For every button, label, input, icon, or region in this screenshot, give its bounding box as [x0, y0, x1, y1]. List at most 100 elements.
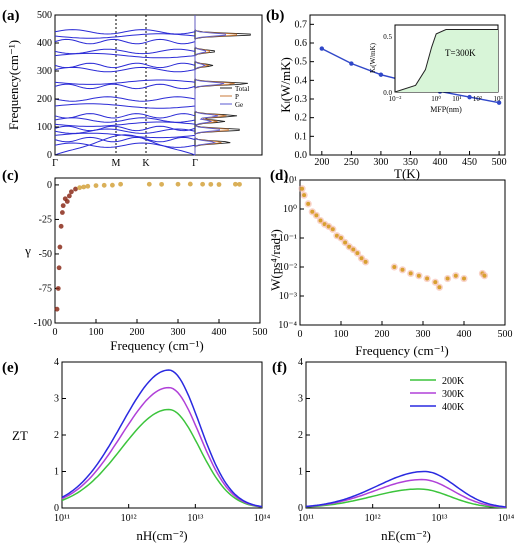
gamma-point: [54, 306, 60, 312]
panel-b-ytick-label: 0.0: [295, 150, 308, 161]
kappa-point: [319, 46, 325, 51]
inset-xlabel: MFP(nm): [430, 105, 462, 114]
panel-f-frame: [305, 361, 507, 509]
gamma-point: [159, 181, 165, 187]
panel-c-label: (c): [2, 168, 19, 184]
gamma-point: [93, 183, 99, 188]
phonon-band: [54, 132, 196, 139]
gamma-point: [56, 265, 62, 271]
panel-b: (b) Kₗ(W/mK) 0.0 0.1 0.2 0.3 0.4 0.5 0.6 0.7 200…: [266, 8, 507, 181]
panel-a-legend: Total P Ge: [220, 85, 249, 109]
panel-b-xtick-label: 250: [344, 157, 359, 168]
w-point: [306, 201, 311, 206]
panel-d-xtick-label: 100: [334, 329, 349, 340]
panel-e-curve-400K: [61, 369, 263, 508]
w-point: [416, 273, 421, 278]
panel-f-ytick-label: 3: [298, 394, 303, 405]
legend-p-label: P: [235, 93, 239, 101]
w-point: [343, 240, 348, 245]
w-point: [339, 236, 343, 240]
panel-c-xtick-label: 400: [212, 327, 227, 338]
panel-d-ytick-label: 10⁰: [283, 204, 297, 215]
panel-e-ytick-label: 3: [54, 394, 59, 405]
panel-c-xtick-label: 500: [253, 327, 268, 338]
panel-a-label: (a): [2, 8, 20, 24]
gamma-point: [57, 244, 63, 250]
panel-d-ytick-label: 10⁻³: [279, 291, 297, 302]
w-point: [437, 285, 442, 290]
panel-f-xtick-label: 10¹³: [431, 513, 447, 524]
w-point: [400, 267, 405, 272]
panel-a-ytick-label: 200: [37, 94, 52, 105]
phonon-band: [54, 29, 196, 35]
phonon-band: [54, 128, 196, 134]
w-point: [392, 265, 397, 269]
panel-d-xlabel: Frequency (cm⁻¹): [355, 343, 448, 358]
gamma-point: [59, 210, 65, 215]
panel-a: (a) Frequency(cm⁻¹) 0 100 200 300 400 500 Γ M…: [2, 8, 263, 169]
panel-f-ticks: 0 1 2 3 4 10¹¹ 10¹² 10¹³ 10¹⁴: [298, 357, 515, 524]
inset-ytick-label: 0.0: [383, 89, 392, 97]
phonon-band: [54, 125, 196, 132]
panel-a-xtick-g1: Γ: [52, 158, 58, 169]
panel-f-xtick-label: 10¹²: [365, 513, 381, 524]
panel-b-ytick-label: 0.4: [295, 75, 308, 86]
panel-c-ytick-label: -25: [39, 214, 52, 225]
gamma-point: [60, 203, 66, 209]
panel-e-curve-300K: [61, 386, 263, 508]
panel-e-ytick-label: 2: [54, 430, 59, 441]
panel-c-series: [54, 181, 242, 312]
w-point: [363, 259, 368, 264]
panel-b-xtick-label: 500: [492, 157, 507, 168]
panel-c-ylabel: γ: [24, 243, 31, 258]
panel-e-ytick-label: 1: [54, 467, 59, 478]
panel-d-ytick-label: 10⁻¹: [279, 233, 297, 244]
phonon-band: [54, 79, 196, 85]
panel-b-label: (b): [266, 8, 284, 24]
panel-b-ytick-label: 0.2: [295, 113, 308, 124]
panel-e-frame: [61, 361, 263, 509]
gamma-point: [118, 181, 123, 187]
legend-ge-label: Ge: [235, 101, 243, 109]
phonon-band: [54, 83, 196, 90]
legend-200k-label: 200K: [442, 376, 465, 387]
dos-ge: [194, 15, 226, 155]
panel-d-xtick-label: 500: [498, 329, 513, 340]
panel-b-ticks: 0.0 0.1 0.2 0.3 0.4 0.5 0.6 0.7 200 250 300 350 400 4…: [295, 19, 507, 168]
panel-e-curve-200K: [61, 408, 263, 508]
panel-f-xtick-label: 10¹¹: [298, 513, 314, 524]
panel-b-xtick-label: 450: [462, 157, 477, 168]
panel-d-xtick-label: 0: [298, 329, 303, 340]
panel-d-ytick-label: 10¹: [284, 175, 297, 186]
gamma-point: [146, 181, 152, 187]
panel-a-ytick-label: 400: [37, 38, 52, 49]
panel-a-yticks: 0 100 200 300 400 500: [37, 10, 59, 161]
legend-400k-label: 400K: [442, 402, 465, 413]
w-point: [318, 218, 323, 223]
kappa-point: [496, 100, 502, 105]
inset-xtick-label: 10¹: [452, 95, 461, 103]
w-point: [314, 213, 319, 218]
inset-content: 10⁻² 10⁰ 10¹ 10² 10³ 0.0 0.5: [383, 29, 503, 103]
panel-a-ytick-label: 0: [47, 150, 52, 161]
kappa-point: [349, 61, 354, 66]
phonon-band: [54, 52, 196, 59]
panel-c-xtick-label: 200: [130, 327, 145, 338]
panel-e-ytick-label: 4: [54, 357, 59, 368]
w-point: [351, 247, 356, 252]
phonon-band: [54, 62, 196, 69]
gamma-point: [110, 182, 115, 188]
panel-d-xtick-label: 300: [416, 329, 431, 340]
inset-line: [394, 29, 498, 93]
inset-ylabel: Kₗ(W/mK): [369, 42, 377, 73]
panel-f-ytick-label: 4: [298, 357, 303, 368]
inset-xtick-label: 10⁰: [431, 95, 441, 103]
w-point: [433, 280, 438, 285]
gamma-point: [58, 223, 64, 229]
panel-f-curve-200K: [305, 488, 506, 509]
panel-b-ytick-label: 0.7: [295, 19, 308, 30]
panel-c-ytick-label: -50: [39, 249, 52, 260]
panel-d-ylabel: W(ps⁴/rad⁴): [268, 229, 283, 291]
gamma-point: [187, 181, 193, 187]
